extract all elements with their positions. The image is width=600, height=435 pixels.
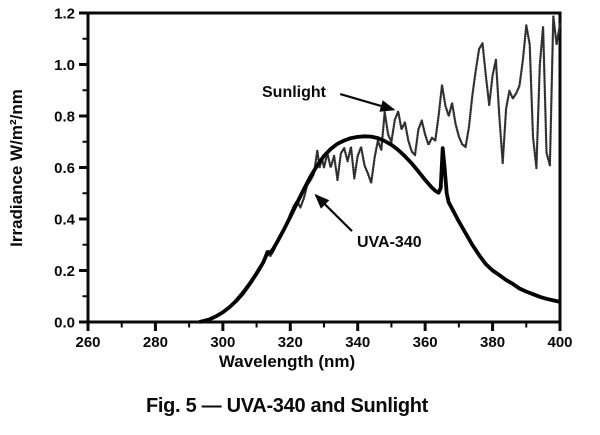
x-tick-label: 340 xyxy=(345,334,370,351)
y-tick-label: 0.8 xyxy=(54,109,75,126)
y-tick-label: 0.4 xyxy=(54,212,76,229)
x-tick-label: 360 xyxy=(413,334,438,351)
y-tick-label: 1.0 xyxy=(54,57,75,74)
sunlight-annotation-label: Sunlight xyxy=(262,84,327,101)
y-tick-label: 0.0 xyxy=(54,315,75,332)
figure-caption: Fig. 5 — UVA-340 and Sunlight xyxy=(146,395,429,417)
x-tick-label: 320 xyxy=(278,334,303,351)
uva340-annotation-label: UVA-340 xyxy=(357,234,422,251)
x-tick-label: 400 xyxy=(547,334,572,351)
x-tick-label: 280 xyxy=(143,334,168,351)
x-tick-label: 260 xyxy=(75,334,100,351)
x-axis-title: Wavelength (nm) xyxy=(219,352,355,371)
x-tick-label: 380 xyxy=(480,334,505,351)
annotation-uva340: UVA-340 xyxy=(314,193,422,251)
y-tick-label: 1.2 xyxy=(54,6,75,23)
plot-frame xyxy=(86,11,562,324)
axis-ticks xyxy=(79,11,562,331)
y-tick-label: 0.6 xyxy=(54,160,75,177)
y-axis-title: Irradiance W/m²/nm xyxy=(7,89,26,247)
annotation-sunlight: Sunlight xyxy=(262,84,396,112)
uva340-annotation-arrow xyxy=(314,193,353,232)
x-tick-label: 300 xyxy=(210,334,235,351)
axis-tick-labels: 260 280 300 320 340 360 380 400 0.0 0.2 0.4 0.6 0.8 1… xyxy=(54,6,572,352)
y-tick-label: 0.2 xyxy=(54,263,75,280)
sunlight-annotation-arrow xyxy=(339,93,396,112)
uva340-curve xyxy=(198,134,561,324)
